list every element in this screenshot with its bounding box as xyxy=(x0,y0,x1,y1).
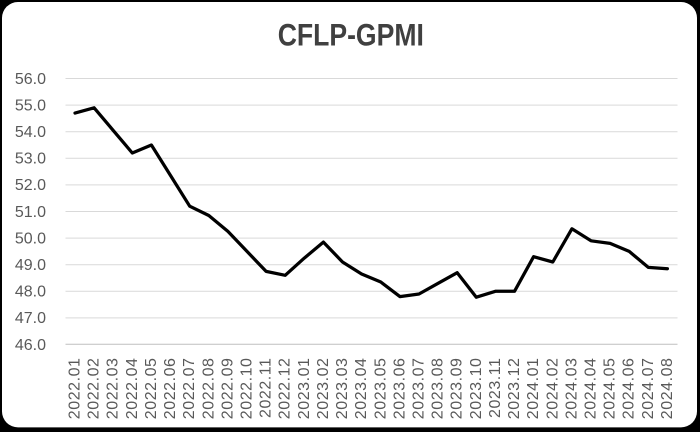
svg-text:2024.08: 2024.08 xyxy=(659,358,676,420)
svg-text:55.0: 55.0 xyxy=(15,97,46,114)
svg-text:2024.01: 2024.01 xyxy=(525,358,542,420)
svg-text:2024.05: 2024.05 xyxy=(602,358,619,420)
svg-text:2023.04: 2023.04 xyxy=(353,358,370,420)
svg-text:2023.02: 2023.02 xyxy=(315,358,332,420)
svg-text:49.0: 49.0 xyxy=(15,257,46,274)
svg-text:2022.12: 2022.12 xyxy=(277,358,294,420)
svg-text:2024.02: 2024.02 xyxy=(544,358,561,420)
svg-text:2022.02: 2022.02 xyxy=(86,358,103,420)
svg-text:CFLP-GPMI: CFLP-GPMI xyxy=(278,19,424,54)
svg-text:46.0: 46.0 xyxy=(15,337,46,354)
svg-text:2023.03: 2023.03 xyxy=(334,358,351,420)
svg-text:52.0: 52.0 xyxy=(15,177,46,194)
svg-text:53.0: 53.0 xyxy=(15,151,46,168)
svg-text:2023.06: 2023.06 xyxy=(391,358,408,420)
svg-text:2022.09: 2022.09 xyxy=(219,358,236,420)
svg-text:56.0: 56.0 xyxy=(15,71,46,88)
svg-text:2023.10: 2023.10 xyxy=(468,358,485,420)
svg-text:2023.05: 2023.05 xyxy=(372,358,389,420)
svg-text:2023.01: 2023.01 xyxy=(296,358,313,420)
svg-text:2022.08: 2022.08 xyxy=(200,358,217,420)
svg-text:2022.01: 2022.01 xyxy=(67,358,84,420)
svg-text:2023.08: 2023.08 xyxy=(430,358,447,420)
svg-text:2022.07: 2022.07 xyxy=(181,358,198,420)
svg-text:2022.03: 2022.03 xyxy=(105,358,122,420)
svg-text:2024.03: 2024.03 xyxy=(563,358,580,420)
svg-text:47.0: 47.0 xyxy=(15,310,46,327)
svg-text:2023.09: 2023.09 xyxy=(449,358,466,420)
svg-text:48.0: 48.0 xyxy=(15,284,46,301)
svg-text:51.0: 51.0 xyxy=(15,204,46,221)
svg-text:2024.07: 2024.07 xyxy=(640,358,657,420)
svg-text:2022.04: 2022.04 xyxy=(124,358,141,420)
svg-text:2024.06: 2024.06 xyxy=(621,358,638,420)
svg-text:50.0: 50.0 xyxy=(15,230,46,247)
svg-text:2022.11: 2022.11 xyxy=(258,358,275,419)
svg-text:2022.05: 2022.05 xyxy=(143,358,160,420)
svg-text:2023.11: 2023.11 xyxy=(487,358,504,419)
svg-text:2023.07: 2023.07 xyxy=(411,358,428,420)
svg-text:2023.12: 2023.12 xyxy=(506,358,523,420)
svg-text:2022.10: 2022.10 xyxy=(239,358,256,420)
svg-text:54.0: 54.0 xyxy=(15,124,46,141)
svg-text:2024.04: 2024.04 xyxy=(583,358,600,420)
svg-text:2022.06: 2022.06 xyxy=(162,358,179,420)
